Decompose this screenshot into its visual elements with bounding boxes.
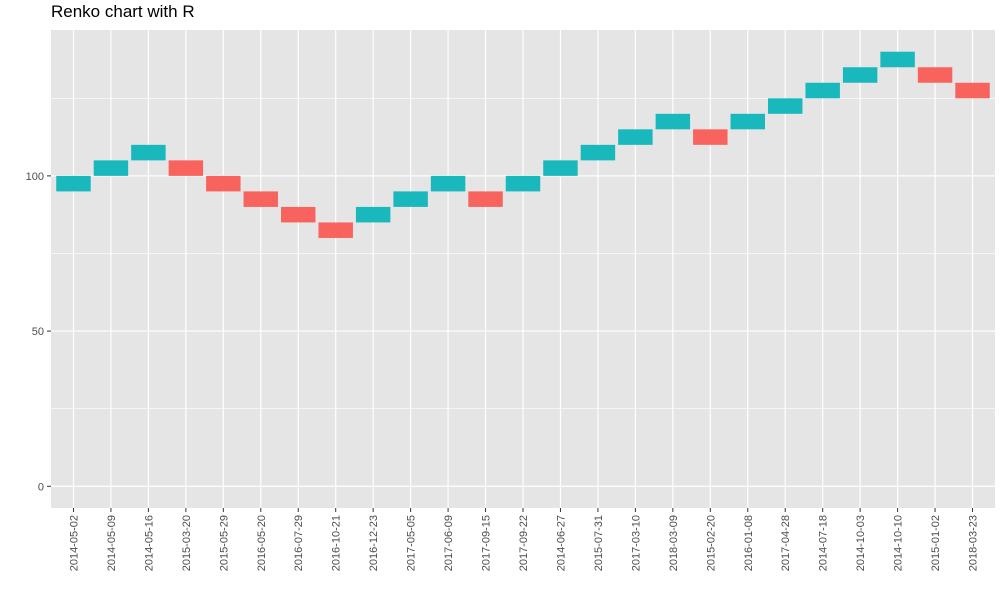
brick-down <box>243 191 279 207</box>
y-tick-label: 50 <box>32 326 44 338</box>
x-tick-label: 2017-04-28 <box>780 515 792 571</box>
x-axis: 2014-05-02 2014-05-09 2014-05-16 2015-03-20… <box>68 508 980 571</box>
x-tick-label: 2016-05-20 <box>256 515 268 571</box>
x-tick-label: 2015-05-29 <box>218 515 230 571</box>
brick-down <box>168 160 204 176</box>
brick-up <box>430 175 466 192</box>
chart-title: Renko chart with R <box>51 2 195 21</box>
x-tick-label: 2016-10-21 <box>331 515 343 571</box>
brick-up <box>93 160 129 176</box>
x-tick-label: 2017-09-15 <box>481 515 493 571</box>
x-tick-label: 2014-06-27 <box>555 515 567 571</box>
brick-up <box>880 51 915 68</box>
x-tick-label: 2015-02-20 <box>705 515 717 571</box>
x-tick-label: 2017-03-10 <box>630 515 642 571</box>
x-tick-label: 2014-05-02 <box>68 515 80 571</box>
brick-up <box>655 113 691 130</box>
brick-up <box>543 160 578 176</box>
brick-up <box>842 67 878 83</box>
brick-up <box>805 82 840 99</box>
x-tick-label: 2017-09-22 <box>518 515 530 571</box>
brick-down <box>955 82 990 99</box>
brick-up <box>505 175 541 192</box>
x-tick-label: 2015-03-20 <box>181 515 193 571</box>
brick-down <box>917 67 953 83</box>
x-tick-label: 2016-01-08 <box>743 515 755 571</box>
x-tick-label: 2014-10-10 <box>893 515 905 571</box>
brick-down <box>693 129 728 145</box>
brick-down <box>281 206 316 223</box>
x-tick-label: 2018-03-23 <box>968 515 980 571</box>
x-tick-label: 2014-07-18 <box>818 515 830 571</box>
brick-up <box>730 113 765 130</box>
brick-down <box>468 191 503 207</box>
y-tick-label: 0 <box>38 481 44 493</box>
x-tick-label: 2015-01-02 <box>930 515 942 571</box>
brick-down <box>206 175 241 192</box>
x-tick-label: 2016-12-23 <box>368 515 380 571</box>
x-tick-label: 2016-07-29 <box>293 515 305 571</box>
x-tick-label: 2015-07-31 <box>593 515 605 571</box>
x-tick-label: 2014-05-09 <box>106 515 118 571</box>
x-tick-label: 2018-03-09 <box>668 515 680 571</box>
x-tick-label: 2014-10-03 <box>855 515 867 571</box>
brick-up <box>618 129 653 145</box>
renko-bricks <box>56 51 990 238</box>
brick-up <box>767 98 803 114</box>
x-tick-label: 2017-06-09 <box>443 515 455 571</box>
brick-up <box>580 144 616 161</box>
x-tick-label: 2017-05-05 <box>406 515 418 571</box>
brick-up <box>355 206 391 223</box>
brick-down <box>318 222 353 238</box>
x-tick-label: 2014-05-16 <box>143 515 155 571</box>
brick-up <box>56 175 91 192</box>
brick-up <box>131 144 166 161</box>
y-tick-label: 100 <box>26 171 44 183</box>
brick-up <box>393 191 428 207</box>
y-axis: 0 50 100 <box>26 171 51 493</box>
